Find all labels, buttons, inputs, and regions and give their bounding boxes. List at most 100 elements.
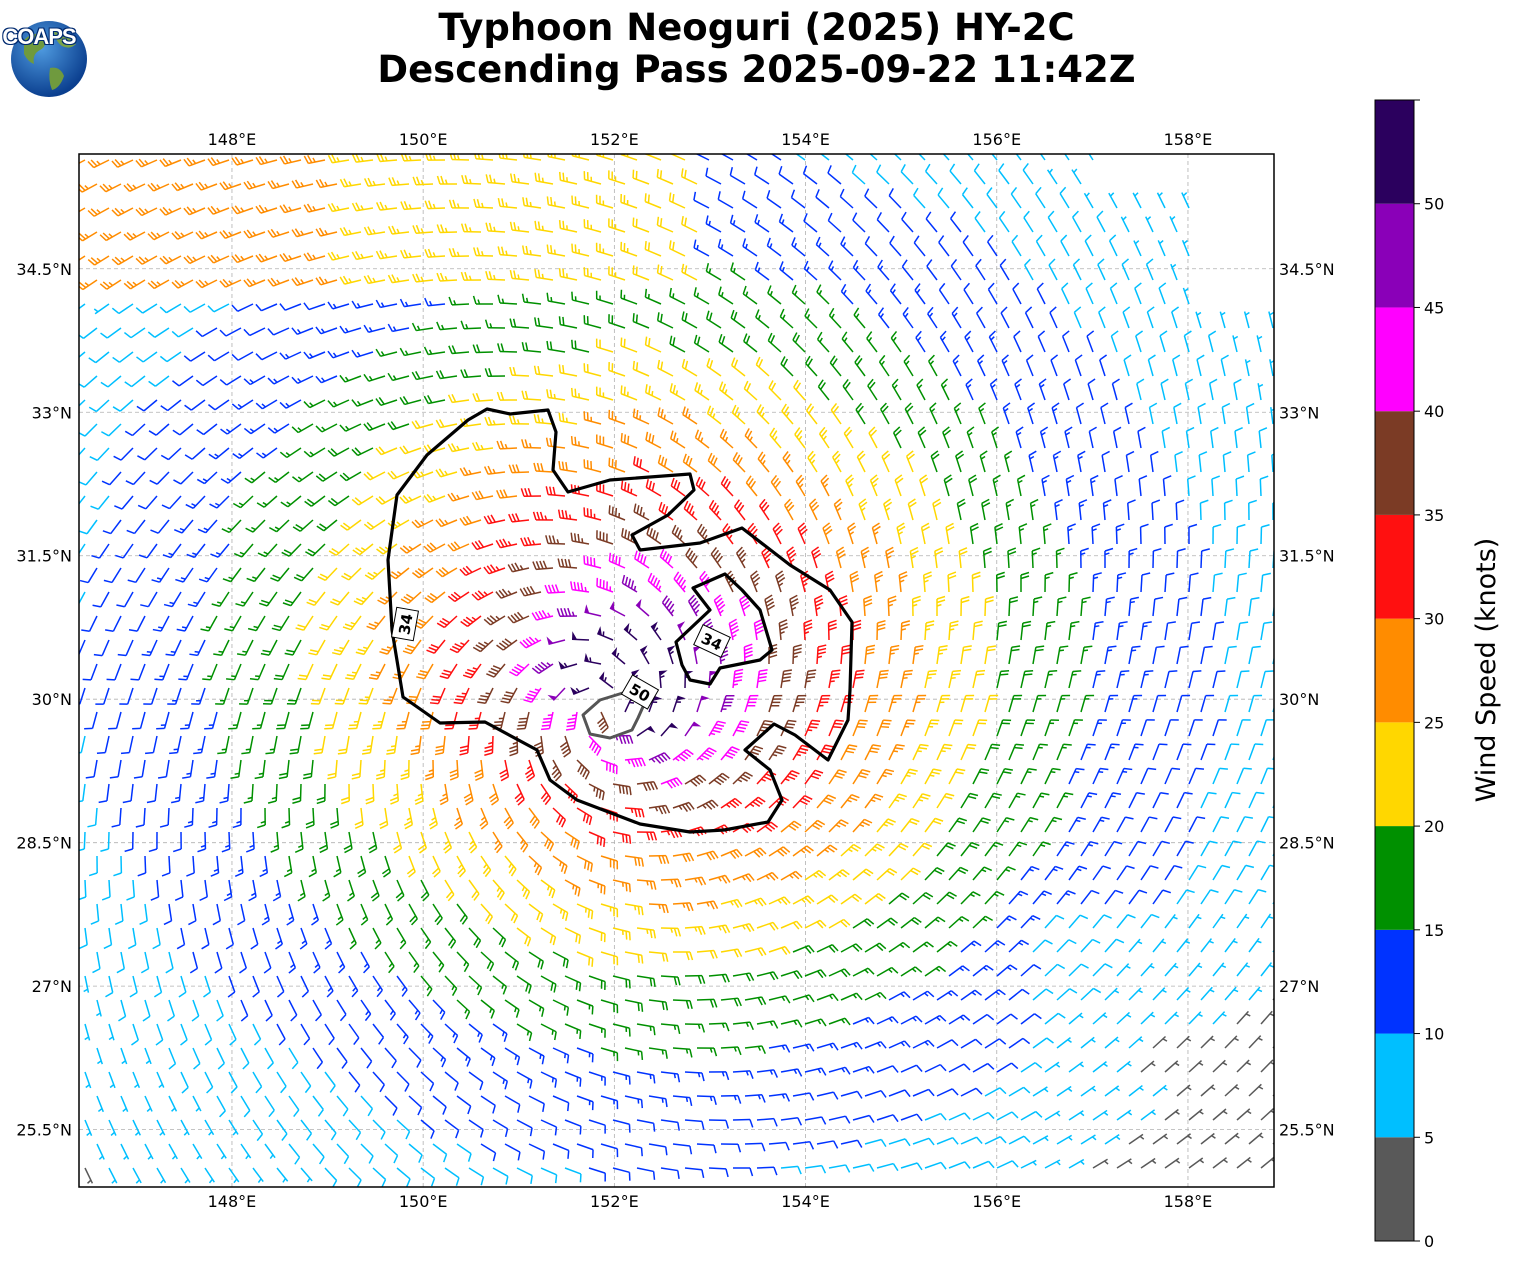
wind-barb (600, 1143, 619, 1158)
wind-barb (335, 903, 344, 926)
wind-barb (1124, 402, 1133, 425)
wind-barb (620, 337, 638, 353)
wind-barb (1164, 523, 1173, 545)
title-line-2: Descending Pass 2025-09-22 11:42Z (377, 48, 1136, 91)
wind-barb (1236, 523, 1246, 545)
wind-barb (620, 241, 638, 257)
wind-barb (732, 720, 750, 737)
wind-barb (384, 1143, 399, 1164)
wind-barb (209, 495, 230, 509)
wind-barb (559, 735, 572, 758)
wind-barb (1067, 523, 1076, 545)
wind-barb (448, 296, 470, 306)
wind-barb (804, 919, 827, 929)
wind-barb (504, 999, 520, 1018)
wind-barb (636, 1167, 656, 1180)
lat-tick-label-left: 25.5°N (16, 1121, 72, 1140)
wind-barb (252, 711, 266, 730)
wind-barb (408, 1047, 422, 1068)
wind-barb (313, 735, 326, 755)
wind-barb (1068, 1012, 1084, 1025)
wind-barb (1128, 1084, 1144, 1097)
wind-barb (276, 1119, 288, 1141)
wind-barb (82, 663, 98, 681)
wind-barb (456, 1143, 472, 1162)
wind-barb (1068, 719, 1083, 737)
wind-barb (299, 927, 308, 950)
wind-barb (595, 194, 614, 209)
wind-barb (141, 639, 158, 657)
wind-barb (348, 975, 359, 998)
wind-barb (1212, 1108, 1228, 1121)
wind-barb (717, 238, 734, 257)
wind-barb (79, 831, 86, 852)
wind-barb (996, 1013, 1018, 1025)
wind-barb (805, 355, 818, 377)
wind-barb (167, 687, 182, 705)
wind-barb (583, 507, 602, 521)
wind-barb (255, 204, 278, 214)
wind-barb (147, 327, 170, 338)
wind-barb (636, 1071, 656, 1084)
wind-barb (914, 283, 926, 305)
wind-barb (113, 855, 123, 877)
wind-barb (351, 447, 374, 457)
wind-barb (833, 498, 843, 521)
wind-barb (351, 250, 374, 261)
wind-barb (471, 441, 494, 451)
colorbar-block (1375, 411, 1414, 515)
wind-barb (1176, 1035, 1192, 1049)
wind-barb (444, 879, 455, 902)
wind-barb (219, 230, 242, 239)
wind-barb (937, 187, 950, 209)
wind-barb (1054, 498, 1063, 521)
wind-barb (1032, 841, 1051, 857)
wind-barb (1002, 402, 1011, 425)
wind-barb (1159, 330, 1168, 353)
wind-barb (608, 505, 626, 521)
wind-barb (368, 831, 378, 854)
wind-barb (924, 163, 938, 185)
wind-barb (732, 452, 746, 473)
wind-barb (780, 356, 794, 377)
wind-barb (231, 156, 254, 166)
wind-barb (317, 567, 338, 582)
wind-barb (1044, 767, 1061, 785)
wind-barb (140, 951, 150, 974)
wind-barb (1001, 354, 1010, 377)
wind-barb (888, 743, 905, 761)
wind-barb (408, 999, 421, 1021)
wind-barb (681, 263, 698, 281)
wind-barb (1236, 1156, 1252, 1169)
wind-barb (267, 783, 278, 804)
wind-barb (650, 621, 662, 641)
wind-barb (472, 639, 494, 653)
wind-barb (558, 171, 578, 185)
wind-barb (584, 652, 602, 665)
map-frame (78, 153, 1275, 1188)
wind-barb (1068, 1158, 1085, 1169)
wind-barb (432, 951, 445, 973)
wind-barb (924, 1161, 947, 1170)
wind-barb (1032, 694, 1047, 713)
wind-barb (545, 535, 566, 545)
wind-barb (996, 1160, 1019, 1169)
wind-barb (1050, 354, 1059, 377)
wind-barb (227, 975, 236, 998)
colorbar-block (1375, 307, 1414, 412)
wind-barb (657, 454, 674, 473)
wind-barb (303, 252, 326, 262)
wind-barb (447, 394, 470, 404)
wind-barb (805, 403, 818, 425)
wind-barb (176, 927, 186, 950)
wind-barb (178, 663, 194, 681)
wind-barb (300, 1167, 313, 1183)
wind-barb (1008, 1037, 1031, 1049)
wind-barb (912, 793, 931, 809)
colorbar-frame (1374, 99, 1415, 1242)
wind-barb (888, 991, 911, 1001)
wind-barb (132, 1167, 142, 1184)
wind-barb (1051, 402, 1060, 425)
wind-barb (883, 498, 893, 521)
wind-barb (852, 967, 875, 977)
